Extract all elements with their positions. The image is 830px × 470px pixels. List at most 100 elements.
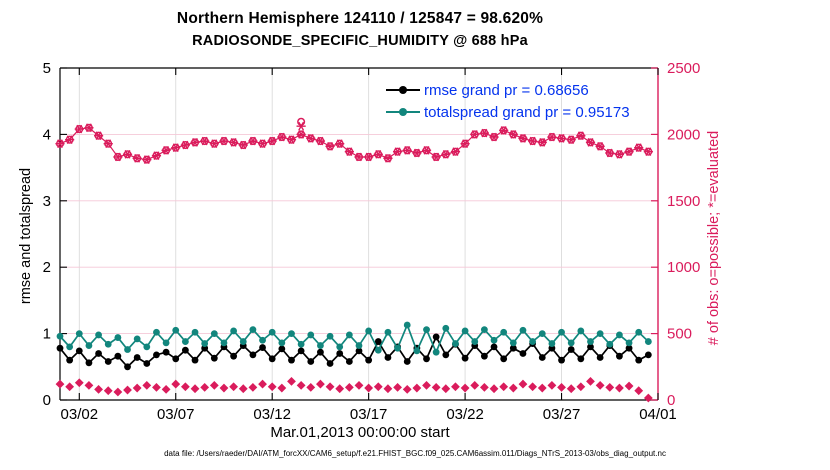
circle-marker [171, 143, 180, 152]
circle-marker [441, 150, 450, 159]
data-point-marker [297, 347, 305, 355]
circle-marker [480, 129, 489, 138]
circle-marker [615, 150, 624, 159]
circle-marker [586, 138, 595, 147]
diamond-marker [402, 384, 412, 394]
circle-marker [345, 147, 354, 156]
circle-marker [229, 138, 238, 147]
data-point-marker [625, 339, 633, 347]
data-point-marker [384, 354, 392, 361]
circle-marker [152, 151, 161, 160]
legend-label-totalspread: totalspread grand pr = 0.95173 [424, 103, 630, 121]
diamond-marker [508, 383, 518, 393]
data-point-marker [413, 347, 421, 355]
diamond-marker [586, 377, 595, 386]
data-point-marker [500, 355, 508, 363]
circle-marker [557, 134, 566, 143]
diamond-marker [412, 383, 422, 393]
circle-marker [210, 139, 219, 148]
data-point-marker [210, 330, 218, 337]
data-point-marker [56, 332, 64, 340]
rmse-line-swatch [386, 85, 420, 95]
series-totalspread [56, 321, 652, 356]
right-tick-label: 2000 [667, 126, 700, 143]
asterisk-marker [298, 121, 305, 131]
diamond-marker [451, 382, 460, 392]
circle-marker [248, 136, 257, 146]
data-point-marker [191, 356, 199, 364]
diamond-marker [190, 384, 200, 394]
x-tick-label: 04/01 [639, 406, 677, 423]
circle-marker [567, 135, 576, 144]
data-point-marker [230, 327, 238, 335]
x-tick-label: 03/17 [350, 406, 388, 423]
diamond-marker [643, 393, 653, 403]
data-point-marker [75, 347, 83, 355]
data-point-marker [85, 342, 93, 349]
gridlines [60, 68, 658, 400]
data-point-marker [172, 355, 180, 363]
data-point-marker [529, 338, 537, 345]
data-point-marker [644, 338, 652, 345]
circle-marker [287, 135, 296, 144]
data-point-marker [625, 344, 633, 352]
data-point-marker [307, 331, 315, 339]
data-point-marker [114, 334, 122, 341]
circle-marker [605, 148, 614, 158]
data-point-marker [616, 331, 623, 339]
chart-title-block: Northern Hemisphere 124110 / 125847 = 98… [60, 10, 660, 49]
data-point-marker [461, 354, 469, 362]
diamond-marker [238, 384, 248, 394]
diamond-marker [393, 382, 402, 392]
data-point-marker [606, 340, 614, 348]
data-point-marker [442, 351, 450, 359]
data-point-marker [249, 351, 257, 359]
circle-marker [393, 147, 402, 156]
data-point-marker [95, 350, 102, 357]
circle-marker [190, 138, 200, 147]
data-point-marker [124, 346, 131, 353]
data-point-marker [471, 338, 479, 345]
obs-outlier [296, 117, 306, 131]
data-point-marker [336, 350, 344, 357]
data-point-marker [587, 338, 594, 345]
data-point-marker [616, 352, 623, 360]
data-file-path: data file: /Users/raeder/DAI/ATM_forcXX/… [164, 449, 666, 458]
diamond-marker [123, 385, 132, 395]
right-tick-label: 0 [667, 392, 675, 409]
circle-marker [84, 123, 93, 132]
circle-marker [335, 139, 344, 148]
data-point-marker [172, 326, 180, 334]
data-point-marker [259, 344, 266, 351]
data-point-marker [596, 330, 604, 337]
data-point-marker [548, 344, 556, 352]
circle-marker [104, 139, 113, 148]
left-tick-label: 4 [43, 126, 51, 143]
series-line-obs-possible-evaluated [59, 127, 649, 161]
diamond-marker [383, 384, 393, 394]
diamond-marker [518, 379, 528, 389]
circle-marker [422, 146, 431, 155]
data-point-marker [230, 352, 238, 360]
data-point-marker [278, 339, 286, 347]
data-point-marker [181, 346, 189, 354]
diamond-marker [171, 379, 181, 389]
diamond-marker [132, 383, 142, 393]
diamond-marker [470, 380, 480, 390]
series-obs-rejected [55, 377, 653, 403]
data-point-marker [95, 331, 102, 339]
right-tick-label: 1000 [667, 259, 700, 276]
data-point-marker [326, 360, 334, 367]
diamond-marker [55, 379, 65, 389]
circle-marker [181, 140, 190, 150]
diamond-marker [267, 382, 277, 392]
x-tick-label: 03/22 [446, 406, 484, 423]
data-point-marker [423, 355, 430, 363]
diamond-marker [537, 383, 547, 393]
circle-marker [489, 133, 499, 142]
data-point-marker [548, 340, 556, 347]
data-point-marker [509, 344, 517, 352]
circle-marker [297, 117, 306, 126]
circle-marker [123, 150, 132, 159]
